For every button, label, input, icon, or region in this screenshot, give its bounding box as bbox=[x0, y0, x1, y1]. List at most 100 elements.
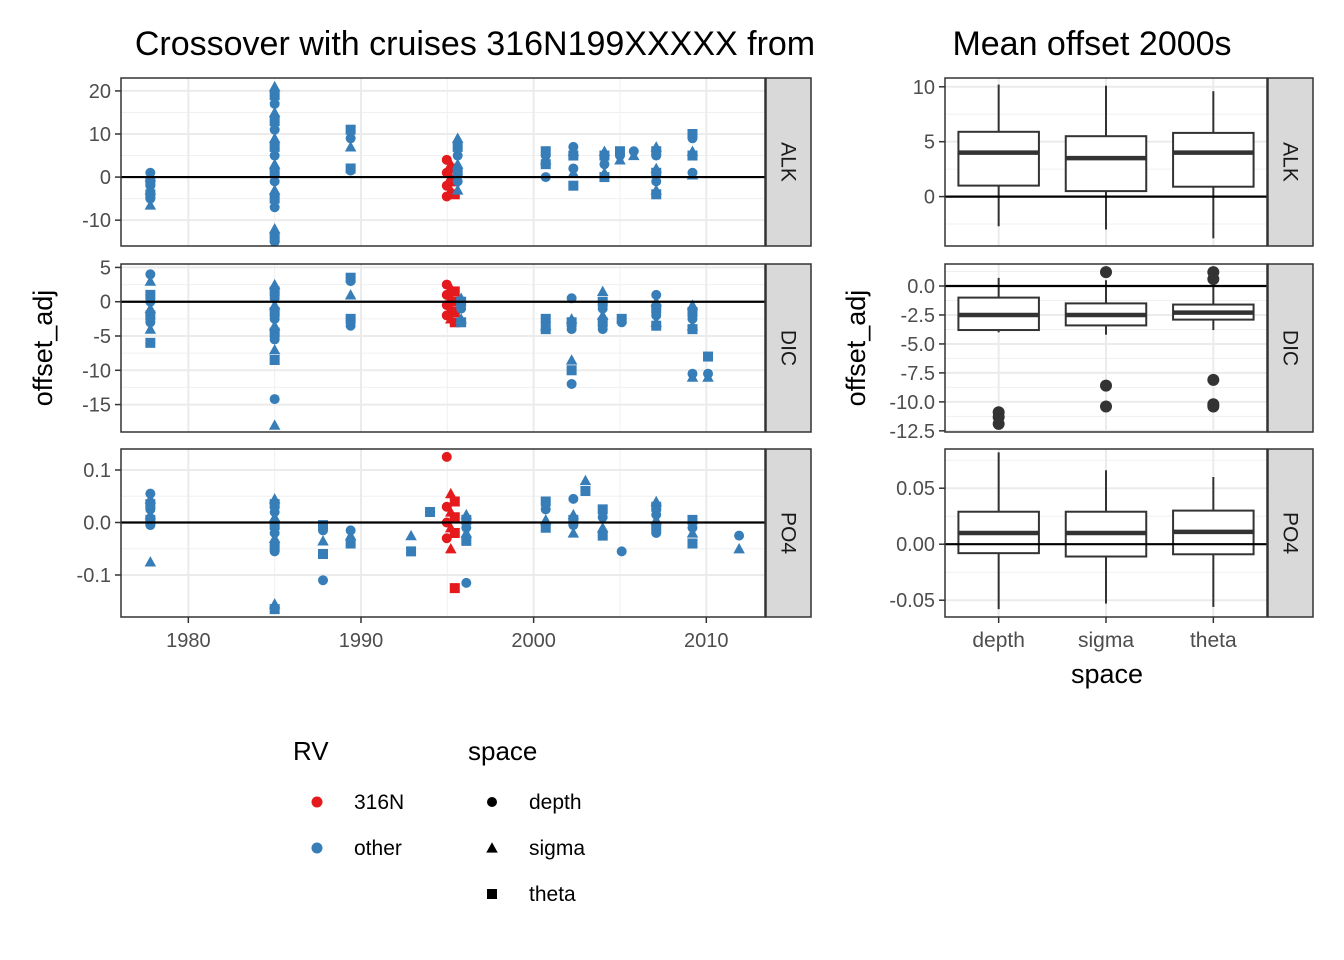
data-point bbox=[441, 533, 452, 544]
legend-label-sigma: sigma bbox=[529, 837, 585, 860]
legend-key-depth bbox=[487, 797, 497, 807]
data-point bbox=[451, 184, 464, 195]
data-point bbox=[449, 307, 460, 317]
data-point bbox=[345, 313, 356, 324]
data-point bbox=[269, 98, 280, 109]
outlier-point bbox=[1100, 400, 1112, 413]
box-sigma bbox=[1064, 266, 1148, 413]
data-point bbox=[318, 549, 329, 559]
data-point bbox=[269, 499, 280, 510]
legend-label-other: other bbox=[354, 837, 402, 860]
data-point bbox=[318, 575, 329, 586]
legend-label-depth: depth bbox=[529, 791, 582, 814]
data-point bbox=[268, 532, 281, 543]
data-point bbox=[405, 529, 417, 541]
data-point bbox=[451, 158, 464, 169]
facet-panel-dic: DIC 5 0 -5 -10 -15 bbox=[82, 257, 812, 433]
data-point bbox=[687, 324, 698, 335]
data-point bbox=[425, 507, 436, 517]
x-tick-label: theta bbox=[1190, 629, 1237, 652]
box-panel-dic: DIC 0.0 -2.5 -5.0 -7.5 -10.0 -12.5 bbox=[889, 263, 1314, 443]
facet-strip bbox=[765, 77, 812, 247]
legend-key-sigma bbox=[486, 842, 498, 853]
box-body bbox=[957, 130, 1040, 187]
y-tick-label: -12.5 bbox=[889, 421, 935, 443]
facet-strip bbox=[1267, 77, 1314, 247]
box-theta bbox=[1172, 91, 1255, 239]
outlier-point bbox=[992, 417, 1005, 430]
data-point bbox=[144, 556, 157, 567]
legend-space-title: space bbox=[468, 736, 537, 766]
legend-key-theta bbox=[487, 889, 497, 899]
x-tick-label: sigma bbox=[1078, 629, 1134, 652]
data-point bbox=[540, 504, 551, 515]
data-point bbox=[345, 276, 356, 287]
data-point bbox=[687, 514, 698, 525]
facet-strip-label: ALK bbox=[777, 142, 800, 182]
panel-border bbox=[120, 77, 766, 247]
data-point bbox=[568, 514, 579, 525]
data-point bbox=[686, 371, 699, 382]
y-tick-label: -0.05 bbox=[889, 590, 935, 612]
data-point bbox=[733, 543, 745, 554]
data-point bbox=[568, 180, 579, 191]
data-point bbox=[449, 286, 460, 297]
data-point bbox=[269, 313, 280, 324]
facet-strip-label: PO4 bbox=[1279, 512, 1302, 554]
box-sigma bbox=[1064, 470, 1148, 604]
data-point bbox=[445, 543, 457, 554]
data-point bbox=[565, 354, 578, 365]
data-point bbox=[452, 150, 463, 161]
facet-strip bbox=[1267, 263, 1314, 433]
left-y-axis-label: offset_adj bbox=[28, 290, 58, 407]
data-point bbox=[145, 269, 156, 280]
data-point bbox=[568, 150, 579, 161]
data-point bbox=[269, 286, 280, 297]
legend-key-316n bbox=[311, 796, 323, 808]
data-point bbox=[269, 327, 280, 338]
data-point bbox=[345, 165, 356, 176]
data-point bbox=[145, 193, 156, 204]
y-tick-label: 5 bbox=[100, 257, 111, 279]
data-point bbox=[687, 150, 698, 161]
data-point bbox=[616, 317, 627, 328]
data-points bbox=[144, 80, 699, 247]
data-point bbox=[567, 167, 580, 178]
y-tick-label: 20 bbox=[89, 81, 111, 103]
facet-strip-label: DIC bbox=[1279, 330, 1302, 366]
data-point bbox=[597, 512, 608, 523]
box-theta bbox=[1172, 266, 1255, 413]
right-box-panels: ALK 10 5 0 DIC 0.0 -2.5 -5.0 -7.5 -10.0 -12.5 PO4 0.… bbox=[889, 77, 1314, 652]
data-point bbox=[345, 320, 356, 331]
data-point bbox=[567, 527, 580, 538]
data-point bbox=[269, 520, 280, 531]
right-y-axis-label: offset_adj bbox=[841, 290, 871, 407]
box-depth bbox=[957, 277, 1040, 430]
legend-label-316n: 316N bbox=[354, 791, 404, 814]
data-point bbox=[269, 90, 280, 101]
data-point bbox=[540, 324, 551, 335]
data-point bbox=[441, 451, 452, 462]
data-point bbox=[451, 132, 464, 143]
facet-strip bbox=[1267, 448, 1314, 618]
box-depth bbox=[957, 452, 1040, 610]
data-point bbox=[344, 289, 357, 300]
panel-border bbox=[120, 448, 766, 618]
data-point bbox=[269, 116, 280, 127]
y-tick-label: -10.0 bbox=[889, 392, 935, 414]
data-point bbox=[317, 535, 329, 546]
data-point bbox=[345, 133, 356, 144]
data-point bbox=[566, 365, 577, 376]
data-point bbox=[687, 313, 698, 324]
data-point bbox=[651, 176, 662, 187]
data-point bbox=[145, 310, 156, 321]
y-tick-label: 0 bbox=[100, 292, 111, 314]
data-point bbox=[145, 289, 156, 300]
x-tick-label: 1980 bbox=[166, 630, 211, 652]
data-point bbox=[345, 124, 356, 135]
data-point bbox=[268, 158, 281, 169]
data-point bbox=[269, 355, 280, 365]
data-point bbox=[144, 323, 157, 334]
panel-border bbox=[944, 77, 1268, 247]
data-point bbox=[461, 577, 472, 588]
